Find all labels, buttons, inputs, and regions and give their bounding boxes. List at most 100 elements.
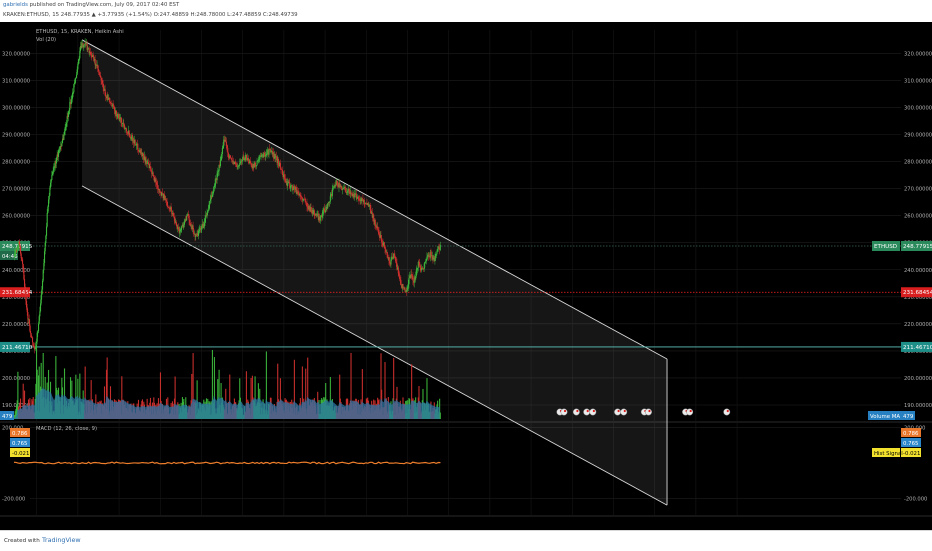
volume-bar	[105, 369, 108, 419]
candle-body	[90, 54, 92, 56]
chart-canvas[interactable]: 320.00000 320.00000 310.00000 310.00000 300.…	[0, 22, 932, 530]
candle-body	[291, 185, 293, 190]
candle-body	[237, 165, 239, 167]
candle-body	[227, 147, 229, 153]
candle-body	[246, 158, 248, 161]
volume-bar	[265, 351, 267, 419]
candle-body	[367, 203, 369, 207]
candle-body	[191, 225, 193, 230]
candle-body	[47, 199, 50, 207]
candle-body	[305, 200, 307, 203]
candle-body	[189, 223, 191, 227]
candle-body	[299, 194, 301, 197]
channel-lower-line	[81, 185, 668, 506]
candle-body	[73, 82, 76, 85]
candle-body	[224, 140, 226, 142]
candle-body	[57, 150, 60, 157]
candle-body	[370, 209, 372, 214]
candle-body	[111, 103, 113, 107]
candle-body	[136, 143, 138, 145]
candle-body	[285, 178, 287, 183]
candle-body	[385, 248, 387, 253]
candle-body	[335, 184, 337, 186]
candle-body	[66, 116, 68, 123]
candle-body	[251, 166, 253, 169]
volume-bar	[250, 377, 252, 419]
candle-body	[228, 157, 230, 159]
candle-body	[347, 188, 349, 192]
candle-body	[283, 174, 285, 179]
candle-body	[339, 183, 341, 185]
candle-body	[182, 224, 184, 228]
y-tick-label-left: 230.00000	[2, 295, 30, 301]
candle-body	[403, 287, 405, 289]
candle-body	[210, 195, 212, 200]
candle-body	[153, 176, 156, 182]
candle-body	[348, 188, 350, 191]
candle-body	[62, 138, 64, 140]
candle-body	[393, 253, 395, 257]
candle-body	[271, 151, 273, 155]
candle-body	[301, 197, 303, 200]
volume-bar	[121, 376, 123, 419]
candle-body	[415, 276, 417, 280]
candle-body	[124, 128, 126, 130]
candle-body	[303, 198, 305, 200]
candle-body	[58, 150, 60, 151]
candle-body	[423, 263, 425, 270]
volume-bar	[229, 374, 231, 419]
candle-body	[272, 152, 274, 155]
candle-body	[176, 226, 178, 229]
candle-body	[78, 58, 80, 60]
candle-body	[87, 48, 89, 50]
candle-body	[306, 203, 308, 207]
candle-body	[172, 212, 174, 216]
candle-body	[263, 153, 265, 158]
candle-body	[143, 155, 145, 161]
y-tick-label-right: 290.00000	[904, 133, 932, 139]
candle-body	[217, 171, 219, 174]
candle-body	[259, 156, 261, 157]
volume-ma-badge	[868, 411, 901, 420]
candle-body	[219, 160, 221, 167]
candle-body	[417, 261, 419, 268]
candle-body	[292, 189, 294, 190]
candle-body	[369, 205, 371, 206]
candle-body	[145, 160, 147, 163]
candle-body	[161, 192, 164, 194]
candle-body	[185, 215, 188, 221]
level-badge-right	[901, 287, 932, 298]
candle-body	[32, 342, 34, 346]
candle-body	[420, 267, 422, 271]
candle-body	[166, 201, 168, 206]
tradingview-logo-icon[interactable]: TradingView	[42, 536, 81, 544]
candle-body	[119, 118, 121, 120]
volume-bar	[159, 372, 162, 419]
candle-body	[439, 247, 441, 250]
candle-body	[345, 192, 347, 194]
candle-body	[117, 114, 120, 118]
footer-created: Created with	[4, 538, 40, 544]
macd-value-left: -0.021	[12, 451, 29, 457]
y-tick-label-left: 310.00000	[2, 78, 30, 84]
candle-body	[297, 191, 299, 193]
candle-body	[432, 255, 434, 260]
candle-body	[17, 241, 20, 248]
candle-body	[369, 205, 371, 210]
candle-body	[258, 159, 260, 160]
candle-body	[113, 106, 116, 111]
candle-body	[410, 273, 412, 278]
candle-body	[89, 51, 92, 55]
candle-body	[303, 198, 305, 200]
candle-body	[81, 43, 83, 48]
y-tick-label-right: 320.00000	[904, 51, 932, 57]
candle-body	[53, 166, 56, 168]
volume-bar	[350, 352, 352, 419]
candle-body	[72, 92, 74, 93]
candle-body	[361, 198, 363, 200]
candle-body	[261, 154, 263, 156]
candle-body	[123, 124, 126, 129]
candle-body	[110, 103, 112, 104]
author-name[interactable]: gabrields	[3, 2, 28, 8]
candle-body	[149, 166, 151, 169]
